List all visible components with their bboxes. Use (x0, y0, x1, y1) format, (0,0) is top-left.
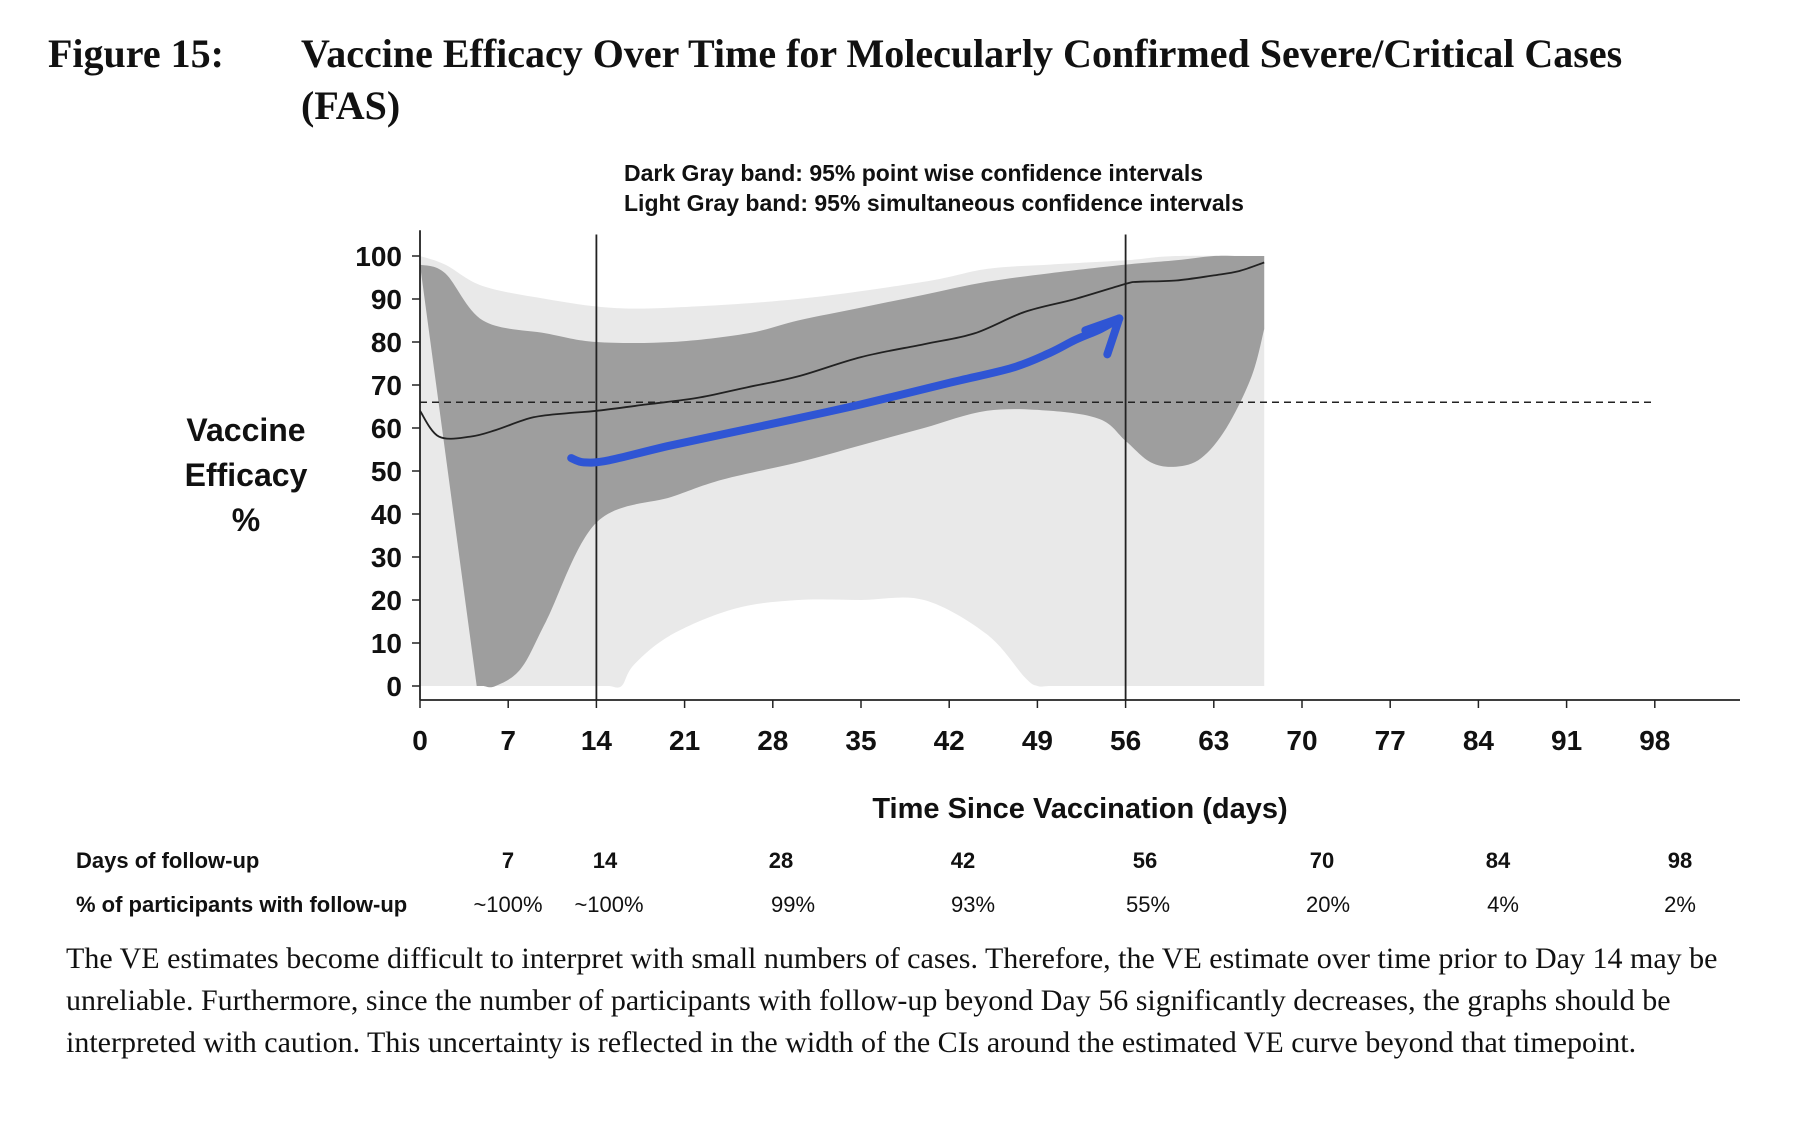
x-tick-label: 70 (1286, 725, 1317, 756)
x-tick-label: 14 (581, 725, 613, 756)
y-tick-label: 40 (371, 499, 402, 530)
y-tick-label: 60 (371, 413, 402, 444)
axes (419, 230, 1740, 701)
ve-estimate-line (419, 261, 1265, 440)
y-tick-labels: 0 10 20 30 40 50 60 70 80 90 100 (355, 241, 420, 702)
y-axis-label-line: % (232, 502, 260, 538)
y-tick-label: 10 (371, 628, 402, 659)
arrow-shaft (567, 314, 1124, 467)
figure-title-text: Vaccine Efficacy Over Time for Molecular… (301, 31, 1623, 128)
arrow-head (1081, 314, 1124, 359)
figure-label: Figure 15: (48, 31, 224, 76)
y-tick-label: 30 (371, 542, 402, 573)
x-axis-label: Time Since Vaccination (days) (872, 793, 1287, 825)
x-tick-label: 98 (1639, 725, 1670, 756)
x-tick-labels: 0 7 14 21 28 35 42 49 56 63 70 77 84 91 98 (412, 700, 1670, 756)
vertical-lines (595, 234, 1127, 700)
annotation-arrow (567, 314, 1124, 467)
y-axis-label-line: Efficacy (185, 457, 308, 493)
legend: Dark Gray band: 95% point wise confidenc… (624, 160, 1244, 216)
x-tick-label: 21 (669, 725, 700, 756)
y-axis-label-line: Vaccine (186, 412, 305, 448)
y-tick-label: 20 (371, 585, 402, 616)
x-tick-label: 91 (1551, 725, 1582, 756)
legend-line: Light Gray band: 95% simultaneous confid… (624, 190, 1244, 216)
pointwise-ci-band (420, 255, 1265, 688)
x-tick-label: 56 (1110, 725, 1141, 756)
y-tick-label: 50 (371, 456, 402, 487)
x-tick-label: 63 (1198, 725, 1229, 756)
x-tick-label: 0 (412, 725, 428, 756)
y-tick-label: 100 (355, 241, 402, 272)
x-tick-label: 49 (1022, 725, 1053, 756)
y-tick-label: 80 (371, 327, 402, 358)
footnote: The VE estimates become difficult to int… (66, 942, 1718, 1059)
y-tick-label: 0 (386, 671, 402, 702)
y-tick-label: 70 (371, 370, 402, 401)
x-tick-label: 84 (1463, 725, 1495, 756)
y-tick-label: 90 (371, 284, 402, 315)
x-tick-label: 7 (500, 725, 516, 756)
x-tick-label: 35 (845, 725, 876, 756)
x-tick-label: 42 (934, 725, 965, 756)
ci-bands (420, 255, 1265, 688)
legend-line: Dark Gray band: 95% point wise confidenc… (624, 160, 1203, 186)
y-axis-label: Vaccine Efficacy% (185, 412, 308, 538)
x-tick-label: 77 (1375, 725, 1406, 756)
x-tick-label: 28 (757, 725, 788, 756)
